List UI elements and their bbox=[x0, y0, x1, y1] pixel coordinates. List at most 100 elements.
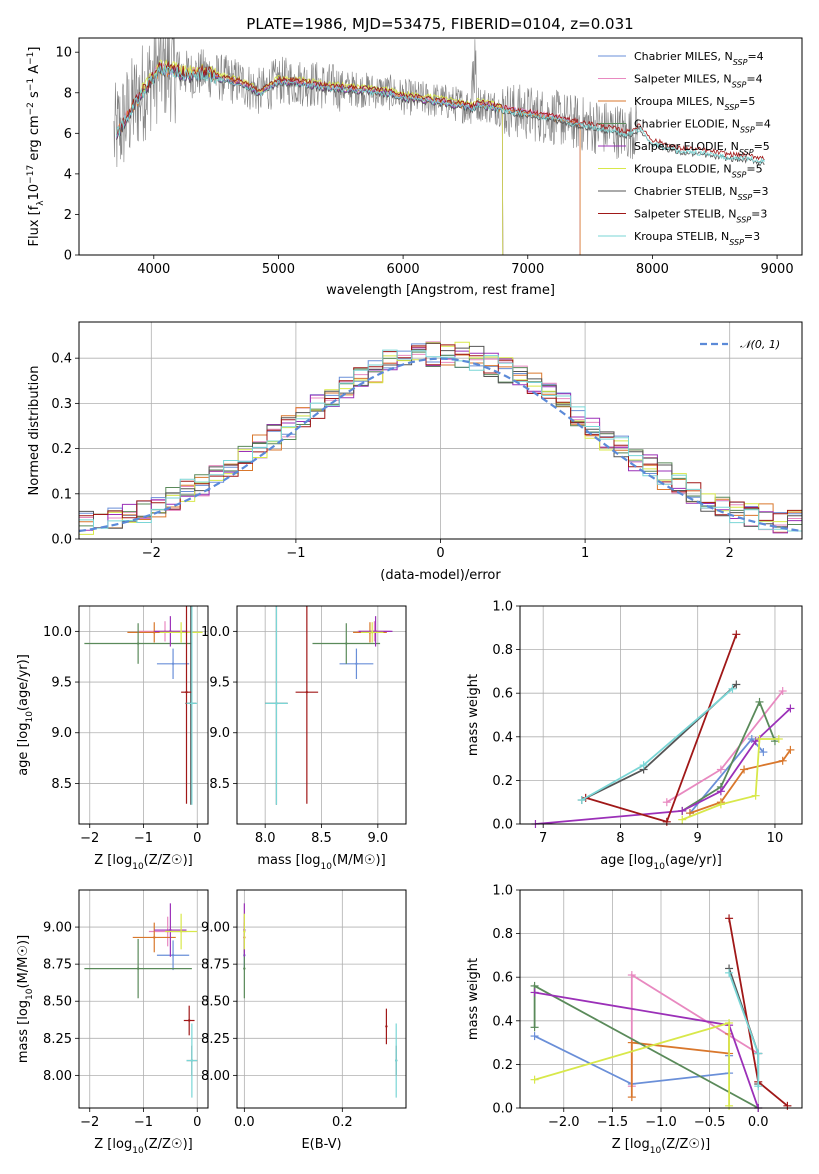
label-part: Z [ bbox=[612, 1137, 630, 1152]
plus-marker bbox=[639, 761, 648, 770]
x-tick-label: 0 bbox=[436, 546, 444, 561]
model-line-salpeter_miles bbox=[116, 63, 581, 255]
y-tick-label: 0.8 bbox=[492, 927, 513, 942]
label-part: Z [ bbox=[94, 1137, 112, 1152]
errorbar-kroupa_stelib bbox=[186, 606, 198, 805]
plus-marker bbox=[627, 971, 636, 980]
errorbar-chabrier_miles bbox=[156, 940, 190, 971]
x-tick-label: 0 bbox=[193, 1115, 201, 1130]
gridlines bbox=[79, 606, 208, 824]
data-point bbox=[395, 1059, 398, 1062]
x-tick-label: −1 bbox=[134, 1115, 153, 1130]
mass_vs_Z-xlabel: Z [log10(Z/Z☉)] bbox=[94, 1137, 192, 1156]
legend-label-part: SSP bbox=[736, 215, 751, 224]
y-tick-label: 9.00 bbox=[201, 921, 230, 936]
data-point bbox=[305, 690, 309, 694]
gridlines bbox=[520, 889, 802, 1109]
axes-mass_vs_ebv: 0.0 0.2 8.00 8.25 8.50 8.75 9.00 bbox=[201, 890, 406, 1130]
label-part: mass [ bbox=[16, 1020, 31, 1063]
y-tick-label: 0.6 bbox=[492, 687, 513, 702]
y-tick-label: 0.2 bbox=[492, 774, 513, 789]
x-tick-label: 0.0 bbox=[234, 1115, 255, 1130]
label-part: log bbox=[630, 1137, 650, 1152]
y-tick-label: 0.2 bbox=[51, 442, 72, 457]
axes-mass_vs_Z: −2 −1 0 8.00 8.25 8.50 8.75 9.00 bbox=[43, 890, 208, 1130]
plus-marker bbox=[662, 798, 671, 807]
label-part: mass [ bbox=[257, 853, 300, 868]
errorbar-kroupa_stelib bbox=[265, 606, 288, 805]
y-tick-label: 0.0 bbox=[492, 1102, 513, 1117]
errorbar-salpeter_stelib bbox=[295, 606, 319, 804]
plus-marker bbox=[786, 704, 795, 713]
y-tick-label: 9.0 bbox=[51, 726, 72, 741]
spectrum-ylabel: Flux [fλ10−17 erg cm−2 s−1 A−1] bbox=[26, 47, 46, 247]
x-tick-label: 0 bbox=[193, 831, 201, 846]
legend-label-part: =5 bbox=[739, 95, 755, 108]
y-tick-label: 10.0 bbox=[43, 625, 72, 640]
label-part: −17 bbox=[26, 165, 36, 184]
errorbar-kroupa_elodie bbox=[360, 622, 384, 643]
y-tick-label: 0.6 bbox=[492, 971, 513, 986]
y-tick-label: 4 bbox=[64, 167, 72, 182]
data-point bbox=[243, 967, 246, 970]
label-part: Z [ bbox=[94, 853, 112, 868]
axes-weight_vs_age: 7 8 9 10 0.0 0.2 0.4 0.6 0.8 1.0 bbox=[492, 600, 802, 846]
label-part: (age/yr)] bbox=[16, 654, 31, 711]
label-part: 10 bbox=[25, 988, 35, 1000]
y-tick-label: 9.00 bbox=[43, 921, 72, 936]
data-point bbox=[190, 702, 194, 705]
errorbar-chabrier_elodie bbox=[84, 623, 192, 664]
weight_vs_age-frame bbox=[519, 605, 803, 825]
y-tick-label: 9.5 bbox=[209, 676, 230, 691]
label-part: log bbox=[112, 1137, 132, 1152]
x-tick-label: 0.0 bbox=[748, 1115, 769, 1130]
model-line-salpeter_stelib bbox=[116, 60, 765, 161]
legend-label-gaussian: 𝒩(0, 1) bbox=[740, 338, 780, 351]
mass_vs_ebv-xlabel: E(B-V) bbox=[301, 1137, 341, 1152]
legend-label-part: SSP bbox=[740, 125, 755, 134]
x-tick-label: 9 bbox=[694, 831, 702, 846]
label-part: (Z/Z☉)] bbox=[144, 1137, 193, 1152]
legend-label-part: Salpeter MILES, N bbox=[634, 73, 732, 86]
legend-label: Chabrier STELIB, NSSP=3 bbox=[634, 185, 768, 202]
legend-label-part: Chabrier MILES, N bbox=[634, 50, 733, 63]
label-part: 10 bbox=[653, 862, 665, 872]
legend-label-part: Chabrier ELODIE, N bbox=[634, 118, 740, 131]
x-tick-label: −1.0 bbox=[645, 1115, 677, 1130]
plus-marker bbox=[754, 1049, 763, 1058]
axes-age_vs_mass: 8.0 8.5 9.0 8.5 9.0 9.5 10.0 bbox=[201, 606, 406, 846]
label-part: (Z/Z☉)] bbox=[661, 1137, 710, 1152]
model-line-chabrier_elodie bbox=[116, 60, 504, 255]
legend-label-part: SSP bbox=[724, 103, 739, 112]
data-point bbox=[371, 631, 374, 634]
data-point bbox=[355, 662, 358, 665]
gaussian-curve bbox=[79, 357, 802, 533]
histogram-kroupa_stelib bbox=[79, 349, 802, 532]
label-part: (M/M☉)] bbox=[332, 853, 386, 868]
y-tick-label: 8 bbox=[64, 86, 72, 101]
label-part: 10 bbox=[132, 862, 144, 872]
x-tick-label: −2 bbox=[142, 546, 161, 561]
data-point bbox=[345, 642, 348, 645]
plus-marker bbox=[678, 806, 687, 815]
data-point bbox=[136, 967, 140, 970]
weight-line-salpeter_elodie bbox=[535, 707, 792, 824]
gridlines bbox=[237, 890, 406, 1108]
weight_vs_Z-frame bbox=[519, 889, 803, 1109]
label-part: A bbox=[27, 65, 42, 78]
data-point bbox=[171, 954, 175, 957]
axes-age_vs_Z: −2 −1 0 8.5 9.0 9.5 10.0 bbox=[43, 606, 208, 846]
plus-marker bbox=[530, 1075, 539, 1084]
errorbar-kroupa_elodie bbox=[165, 913, 198, 950]
errorbar-chabrier_miles bbox=[339, 648, 374, 680]
plus-marker bbox=[662, 817, 671, 826]
errorbar-kroupa_stelib bbox=[395, 1023, 398, 1098]
legend-label-part: SSP bbox=[729, 238, 744, 247]
plus-marker bbox=[778, 687, 787, 696]
label-part: (data-model)/error bbox=[380, 568, 501, 583]
label-part: 10 bbox=[321, 862, 333, 872]
legend-label: Chabrier ELODIE, NSSP=4 bbox=[634, 118, 771, 135]
y-tick-label: 8.75 bbox=[43, 958, 72, 973]
